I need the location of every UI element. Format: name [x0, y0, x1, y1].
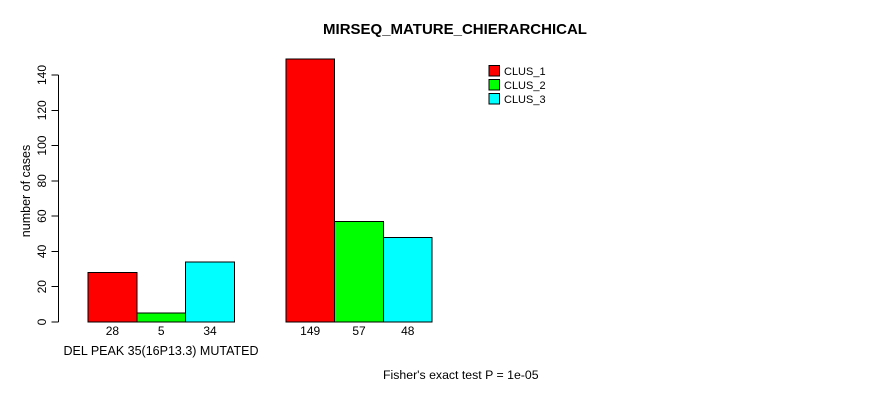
fisher-test-note: Fisher's exact test P = 1e-05 — [383, 368, 539, 382]
y-axis-tick-label: 100 — [35, 135, 49, 155]
y-axis-tick-label: 0 — [35, 318, 49, 325]
bar-value-label: 34 — [203, 324, 217, 338]
bar-value-label: 48 — [401, 324, 415, 338]
y-axis-tick-label: 140 — [35, 65, 49, 85]
y-axis: 0 20 40 60 80 100 120 140 — [35, 65, 59, 325]
bar-clus_2-group2 — [334, 220, 384, 323]
bar-value-label: 5 — [158, 324, 165, 338]
bar-clus_1-group2 — [285, 58, 336, 323]
bar-series-group — [87, 58, 433, 323]
legend-label-clus_3: CLUS_3 — [504, 94, 546, 106]
legend-swatch-clus_2 — [488, 79, 500, 91]
legend-label-clus_2: CLUS_2 — [504, 80, 546, 92]
bar-value-label: 57 — [352, 324, 366, 338]
x-axis-title: DEL PEAK 35(16P13.3) MUTATED — [64, 344, 259, 358]
legend: CLUS_1 CLUS_2 CLUS_3 — [488, 65, 546, 106]
bar-clus_1-group1 — [87, 272, 138, 323]
bar-clus_3-group1 — [185, 261, 235, 323]
y-axis-tick-label: 120 — [35, 100, 49, 120]
y-axis-tick-label: 60 — [35, 209, 49, 223]
bar-clus_3-group2 — [382, 236, 433, 323]
y-axis-tick-label: 20 — [35, 280, 49, 294]
y-axis-tick-label: 80 — [35, 174, 49, 188]
legend-swatch-clus_1 — [488, 65, 500, 77]
y-axis-tick-label: 40 — [35, 244, 49, 258]
bar-value-label: 28 — [106, 324, 120, 338]
legend-swatch-clus_3 — [488, 93, 500, 105]
y-axis-title: number of cases — [19, 145, 33, 237]
chart-title: MIRSEQ_MATURE_CHIERARCHICAL — [323, 21, 587, 38]
bar-value-label: 149 — [300, 324, 320, 338]
bar-clus_2-group1 — [136, 312, 187, 323]
bar-value-labels: 28 149 5 57 34 48 — [106, 324, 415, 338]
legend-label-clus_1: CLUS_1 — [504, 66, 546, 78]
